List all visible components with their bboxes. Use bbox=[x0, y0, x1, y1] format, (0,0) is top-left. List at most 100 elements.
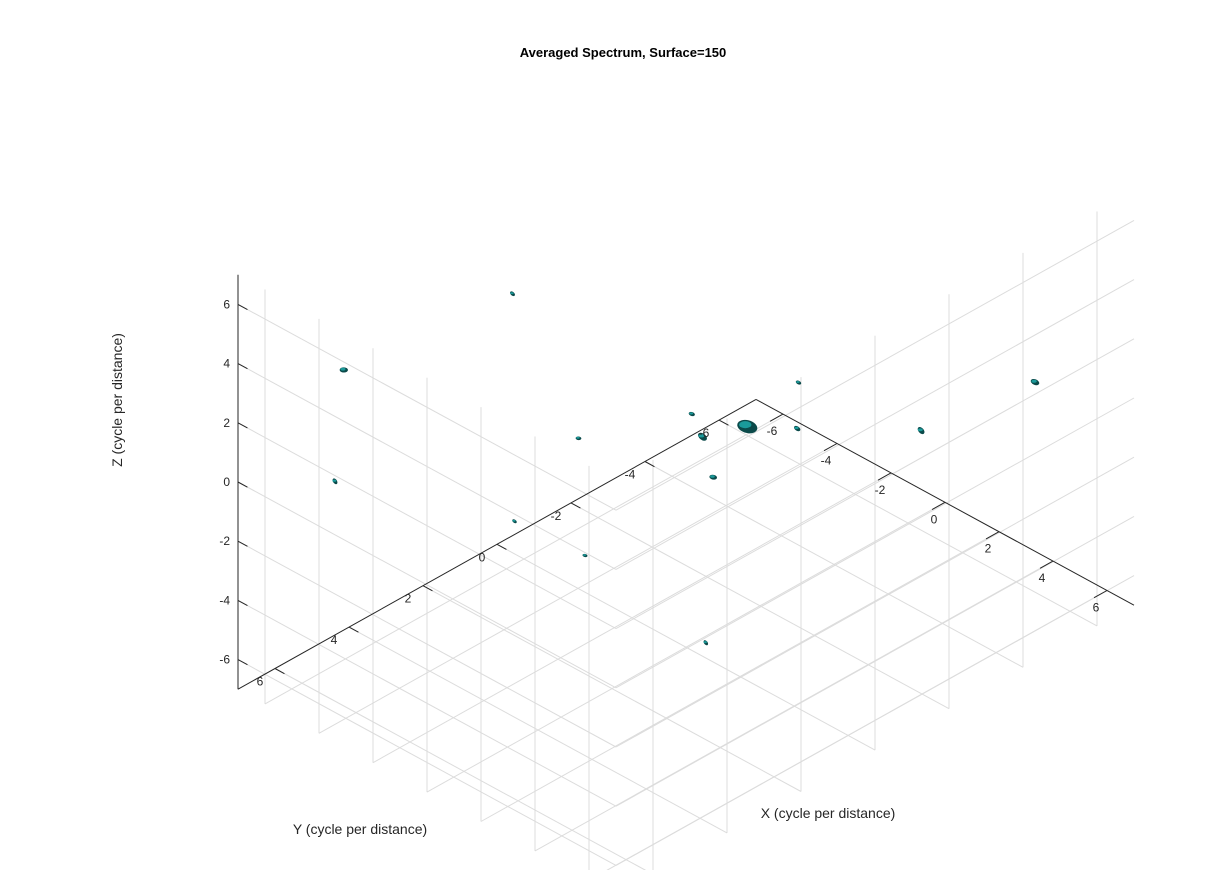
isosurface-blob bbox=[582, 553, 588, 558]
grid-line-wall-z-right bbox=[615, 575, 1135, 866]
isosurface-blob-highlight bbox=[710, 475, 715, 478]
isosurface-blob bbox=[512, 519, 517, 524]
y-tick-mark bbox=[644, 461, 655, 468]
isosurface-blob bbox=[339, 367, 348, 373]
x-tick-label: 0 bbox=[931, 512, 938, 526]
grid-line-wall-z-back bbox=[237, 540, 617, 748]
y-tick-label: 0 bbox=[479, 550, 486, 564]
x-tick-label: 4 bbox=[1039, 571, 1046, 585]
isosurface-blob bbox=[737, 419, 758, 434]
isosurface-layer bbox=[332, 291, 1040, 646]
z-tick-label: -4 bbox=[219, 593, 230, 607]
z-tick-mark bbox=[237, 303, 248, 310]
z-axis-label: Z (cycle per distance) bbox=[109, 333, 125, 467]
isosurface-blob bbox=[794, 425, 801, 432]
z-tick-label: 0 bbox=[223, 475, 230, 489]
grid-line-floor-y bbox=[644, 461, 1024, 668]
y-tick-label: 4 bbox=[331, 633, 338, 647]
isosurface-blob-highlight bbox=[340, 367, 346, 371]
tick-label-layer: -6 -4 -2 0 2 4 6 -6 -4 -2 0 2 4 6 -6 -4 -2 0 2 4 6 bbox=[219, 297, 1108, 689]
isosurface-blob bbox=[703, 640, 709, 646]
y-tick-mark bbox=[496, 543, 507, 550]
isosurface-blob bbox=[332, 478, 338, 485]
grid-line-floor-y bbox=[422, 585, 802, 792]
x-tick-mark bbox=[931, 501, 946, 510]
isosurface-blob-highlight bbox=[576, 436, 580, 439]
grid-line-floor-y bbox=[348, 626, 728, 834]
z-tick-mark bbox=[237, 540, 248, 547]
grid-line-wall-z-right bbox=[615, 279, 1135, 570]
isosurface-blob-highlight bbox=[332, 479, 337, 482]
grid-line-floor-y bbox=[274, 668, 647, 870]
isosurface-blob bbox=[510, 291, 515, 297]
y-tick-label: -6 bbox=[699, 426, 710, 440]
isosurface-blob-highlight bbox=[794, 426, 799, 430]
y-axis-label: Y (cycle per distance) bbox=[293, 821, 427, 837]
y-tick-label: 2 bbox=[405, 592, 412, 606]
grid-line-wall-z-back bbox=[237, 659, 617, 866]
grid-line-wall-z-right bbox=[615, 456, 1135, 748]
x-tick-label: -4 bbox=[821, 454, 832, 468]
z-tick-mark bbox=[237, 599, 248, 606]
grid-line-wall-z-back bbox=[237, 303, 617, 511]
z-tick-mark bbox=[237, 659, 248, 666]
grid-line-wall-z-back bbox=[237, 363, 617, 570]
x-tick-label: 2 bbox=[985, 542, 992, 556]
x-tick-mark bbox=[877, 472, 892, 481]
x-tick-label: -2 bbox=[875, 483, 886, 497]
grid-line-floor-y bbox=[570, 502, 950, 710]
z-tick-label: 2 bbox=[223, 416, 230, 430]
grid-line-wall-z-back bbox=[237, 599, 617, 807]
isosurface-blob-highlight bbox=[703, 641, 707, 644]
isosurface-blob-highlight bbox=[917, 428, 923, 432]
y-tick-label: -2 bbox=[551, 509, 562, 523]
grid-line-wall-z-right bbox=[615, 338, 1135, 630]
z-tick-label: 6 bbox=[223, 297, 230, 311]
grid-line-wall-z-right bbox=[615, 219, 1135, 511]
x-tick-mark bbox=[823, 443, 838, 452]
y-tick-label: -4 bbox=[625, 468, 636, 482]
isosurface-blob-highlight bbox=[1031, 379, 1037, 383]
grid-line-wall-z-back bbox=[237, 422, 617, 630]
z-tick-label: -2 bbox=[219, 534, 230, 548]
grid-line-wall-z-right bbox=[615, 397, 1135, 689]
isosurface-blob bbox=[1030, 378, 1040, 386]
x-tick-mark bbox=[985, 531, 1000, 540]
y-tick-mark bbox=[570, 502, 581, 509]
z-tick-mark bbox=[237, 422, 248, 429]
isosurface-blob-highlight bbox=[739, 421, 752, 429]
isosurface-blob-highlight bbox=[510, 292, 514, 295]
z-tick-mark bbox=[237, 481, 248, 488]
x-tick-label: -6 bbox=[767, 424, 778, 438]
isosurface-blob bbox=[575, 436, 582, 441]
isosurface-blob-highlight bbox=[582, 554, 587, 556]
chart-title: Averaged Spectrum, Surface=150 bbox=[520, 45, 727, 60]
isosurface-blob-highlight bbox=[796, 381, 800, 384]
x-tick-mark bbox=[1039, 560, 1054, 569]
isosurface-blob bbox=[795, 380, 802, 385]
isosurface-blob bbox=[698, 432, 707, 441]
x-axis-label: X (cycle per distance) bbox=[761, 805, 896, 821]
isosurface-blob bbox=[688, 411, 695, 417]
x-tick-mark bbox=[769, 413, 784, 422]
y-tick-mark bbox=[348, 626, 359, 633]
grid-layer bbox=[237, 211, 1135, 870]
y-tick-mark bbox=[274, 668, 285, 675]
grid-line-wall-z-back bbox=[237, 481, 617, 689]
isosurface-blob bbox=[709, 474, 718, 480]
y-tick-mark bbox=[422, 585, 433, 592]
x-tick-mark bbox=[1093, 590, 1108, 599]
y-tick-mark bbox=[718, 419, 729, 426]
isosurface-blob bbox=[917, 427, 925, 435]
grid-line-wall-z-right bbox=[615, 515, 1135, 807]
isosurface-blob-highlight bbox=[698, 434, 705, 438]
grid-line-floor-y bbox=[718, 419, 1098, 627]
grid-line-floor-y bbox=[496, 543, 876, 751]
y-tick-label: 6 bbox=[257, 675, 264, 689]
z-tick-label: 4 bbox=[223, 357, 230, 371]
isosurface-blob-highlight bbox=[689, 412, 694, 415]
isosurface-blob-highlight bbox=[512, 519, 516, 522]
x-tick-label: 6 bbox=[1093, 601, 1100, 615]
